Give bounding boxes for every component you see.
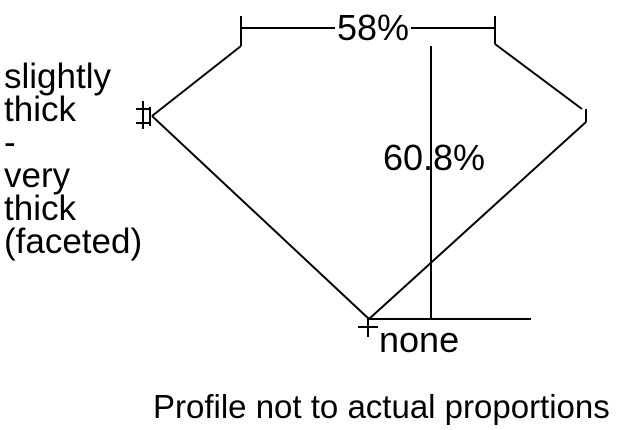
svg-text:58%: 58% [337, 7, 409, 48]
svg-text:60.8%: 60.8% [383, 137, 485, 178]
svg-text:none: none [379, 319, 459, 360]
